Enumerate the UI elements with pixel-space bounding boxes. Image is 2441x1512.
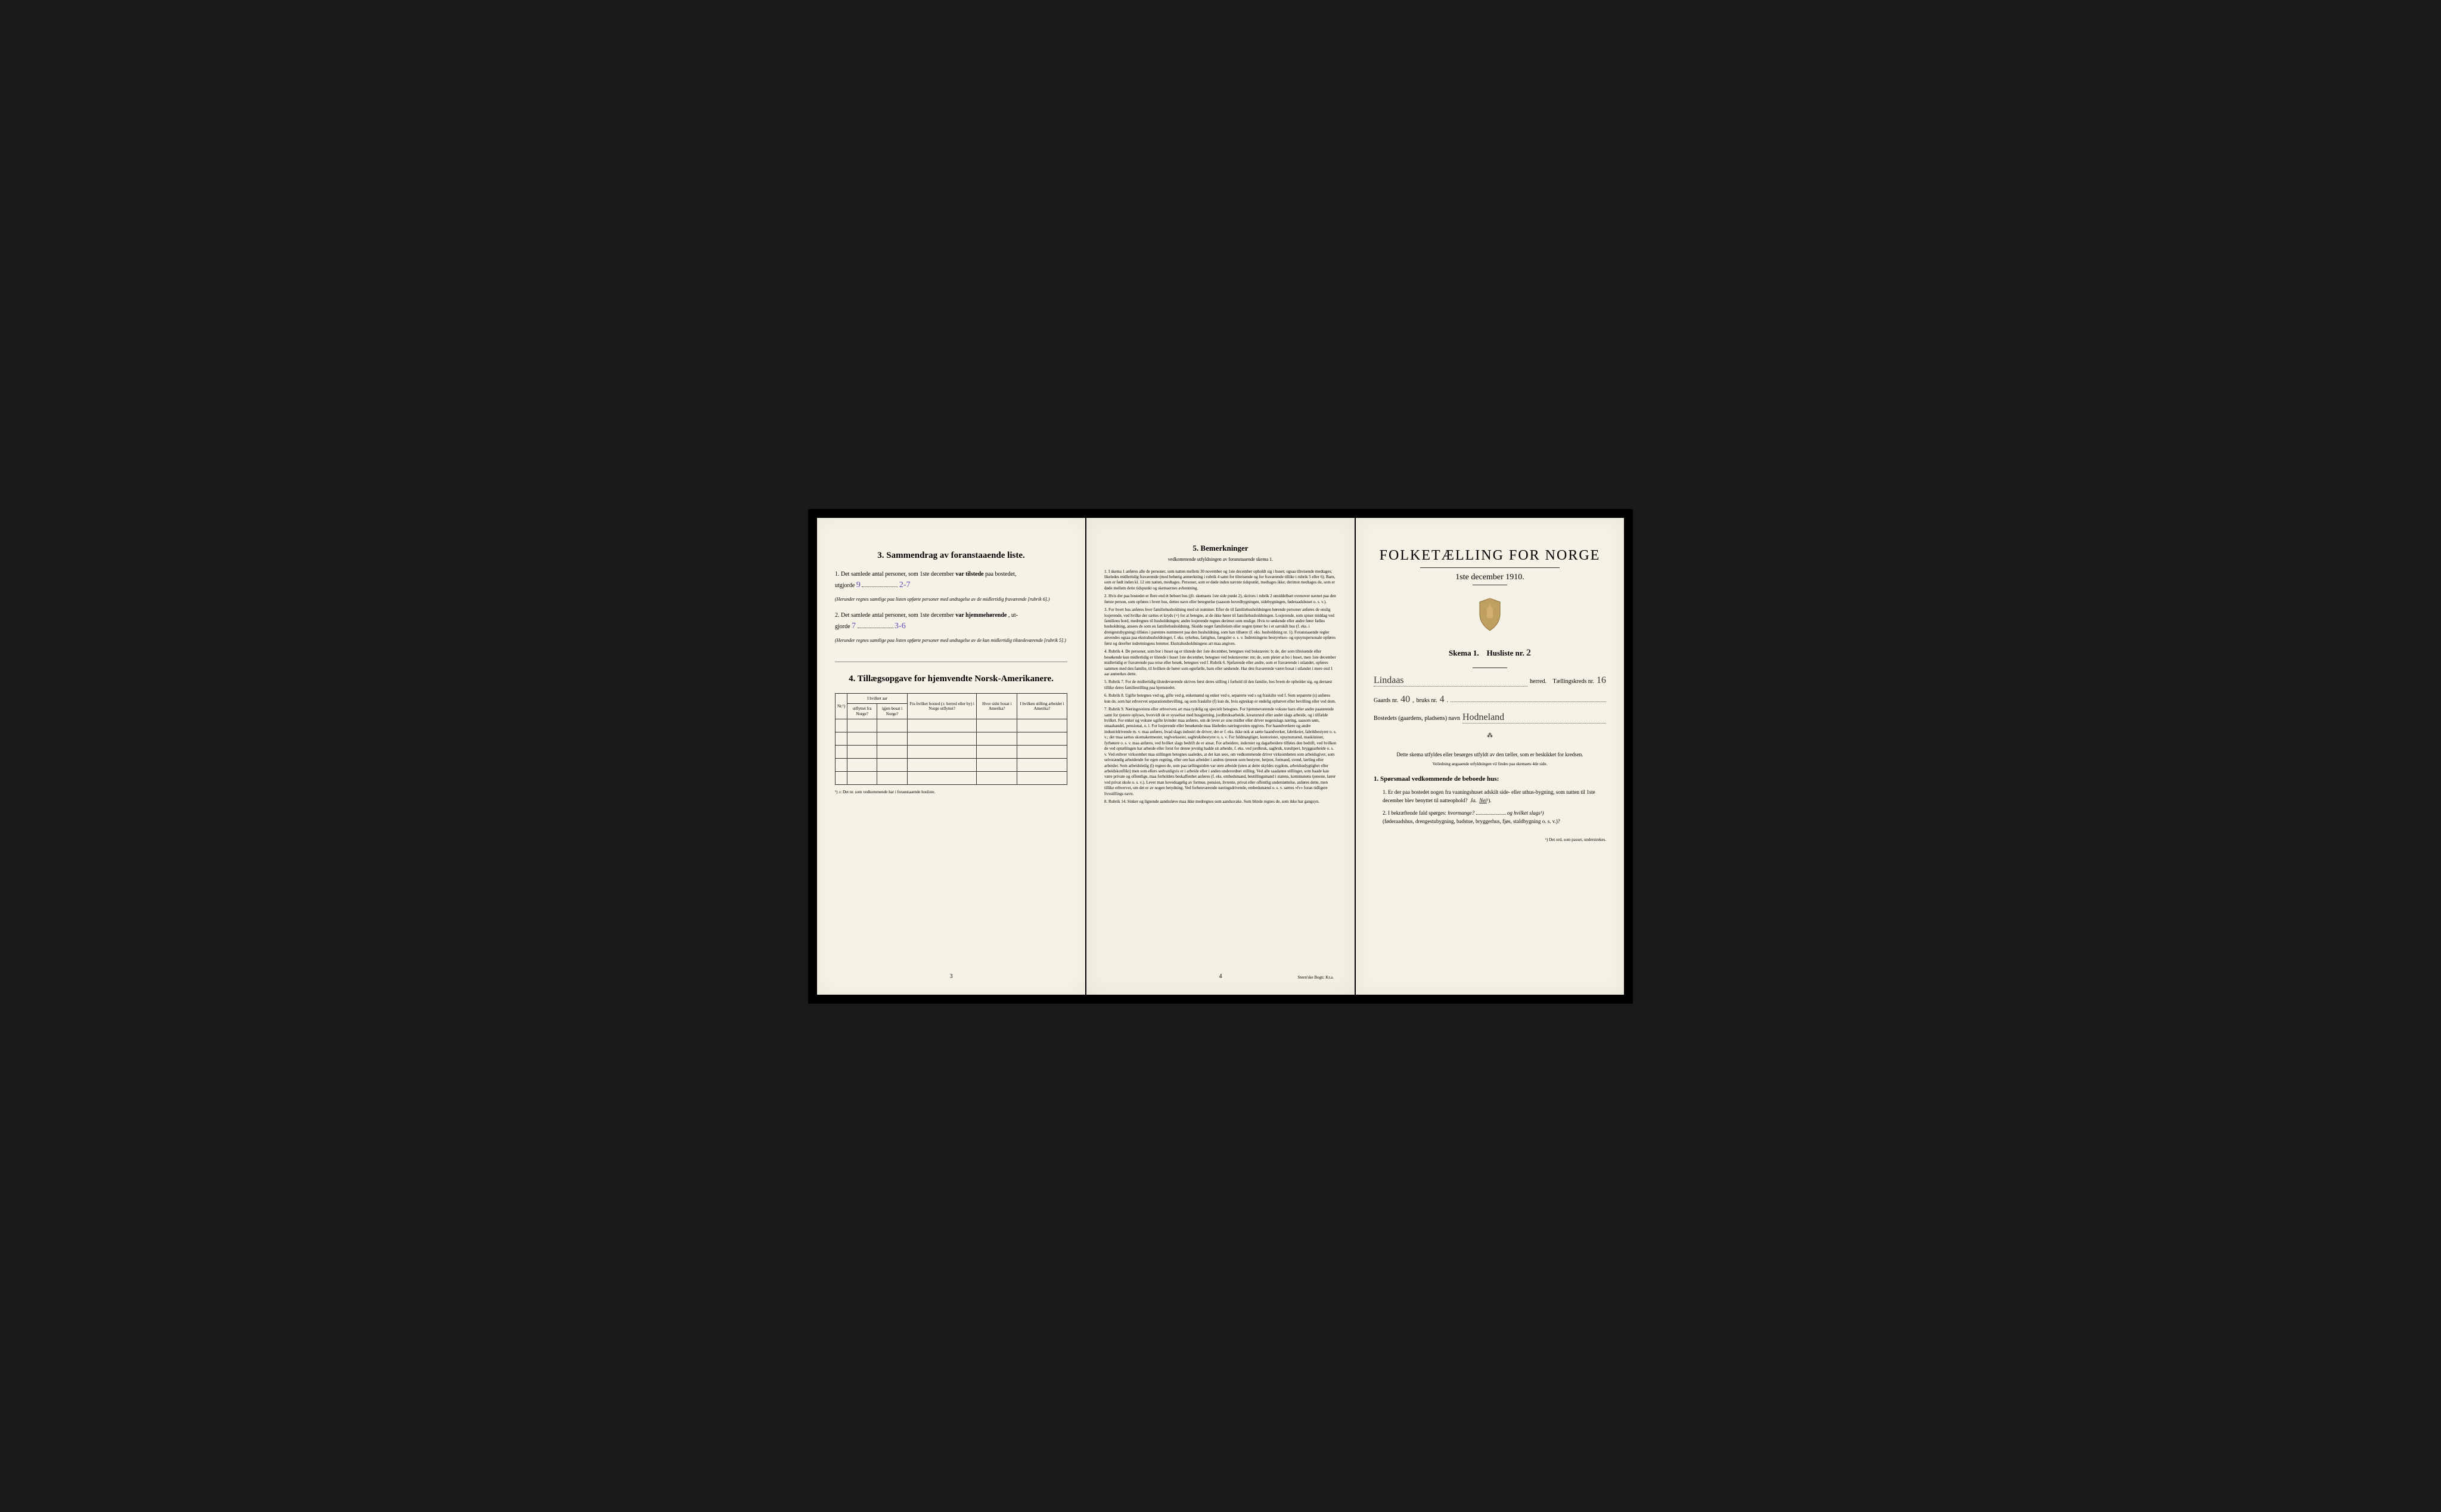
skema-line: Skema 1. Husliste nr. 2 xyxy=(1374,648,1606,659)
main-title: FOLKETÆLLING FOR NORGE xyxy=(1374,548,1606,564)
th-bosted: Fra hvilket bosted (ɔ: herred eller by) … xyxy=(907,693,976,719)
ornament-divider: ⁂ xyxy=(1374,732,1606,739)
page-cover: FOLKETÆLLING FOR NORGE 1ste december 191… xyxy=(1356,518,1624,995)
table-row xyxy=(836,732,1067,746)
page-4: 5. Bemerkninger vedkommende utfyldningen… xyxy=(1086,518,1355,995)
table-row xyxy=(836,759,1067,772)
item-1: 1. Det samlede antal personer, som 1ste … xyxy=(835,570,1067,591)
printer-mark: Steen'ske Bogtr. Kr.a. xyxy=(1297,975,1334,980)
th-bosat: igjen bosat i Norge? xyxy=(877,704,908,719)
section-4-title: 4. Tillægsopgave for hjemvendte Norsk-Am… xyxy=(835,674,1067,684)
remark-5: 5. Rubrik 7. For de midlertidig tilstede… xyxy=(1104,679,1337,691)
nei-underlined: Nei xyxy=(1479,797,1487,803)
handwritten-value-1b: 2-7 xyxy=(899,580,911,589)
th-nr: Nr.¹) xyxy=(836,693,847,719)
table-row xyxy=(836,772,1067,785)
instruction-text: Dette skema utfyldes eller besørges utfy… xyxy=(1374,751,1606,759)
handwritten-value-2b: 3-6 xyxy=(895,622,906,631)
gaards-line: Gaards nr. 40 , bruks nr. 4 . xyxy=(1374,694,1606,705)
question-2: 2. I bekræftende fald spørges: hvormange… xyxy=(1383,809,1606,825)
item-2: 2. Det samlede antal personer, som 1ste … xyxy=(835,611,1067,632)
document-container: 3. Sammendrag av foranstaaende liste. 1.… xyxy=(808,509,1633,1004)
th-utflyttet: utflyttet fra Norge? xyxy=(847,704,877,719)
bosted-value: Hodneland xyxy=(1462,712,1504,722)
item-1-note: (Herunder regnes samtlige paa listen opf… xyxy=(835,596,1067,603)
table-row xyxy=(836,719,1067,732)
section-5-title: 5. Bemerkninger xyxy=(1104,544,1337,553)
page-3: 3. Sammendrag av foranstaaende liste. 1.… xyxy=(817,518,1085,995)
husliste-nr: 2 xyxy=(1526,648,1531,658)
bruks-value: 4 xyxy=(1440,694,1445,705)
handwritten-value-2a: 7 xyxy=(852,622,856,631)
handwritten-value-1a: 9 xyxy=(856,580,861,589)
remark-2: 2. Hvis der paa bostedet er flere end ét… xyxy=(1104,594,1337,605)
remark-6: 6. Rubrik 8. Ugifte betegnes ved ug, gif… xyxy=(1104,693,1337,704)
remark-1: 1. I skema 1 anføres alle de personer, s… xyxy=(1104,569,1337,592)
question-header: 1. Spørsmaal vedkommende de beboede hus: xyxy=(1374,775,1606,783)
th-stilling: I hvilken stilling arbeidet i Amerika? xyxy=(1017,693,1067,719)
herred-line: Lindaas herred. Tællingskreds nr. 16 xyxy=(1374,675,1606,687)
instruction-small: Veiledning angaaende utfyldningen vil fi… xyxy=(1374,762,1606,766)
remark-7: 7. Rubrik 9. Næringsveiens eller erhverv… xyxy=(1104,707,1337,797)
item-2-note: (Herunder regnes samtlige paa listen opf… xyxy=(835,637,1067,644)
kreds-value: 16 xyxy=(1597,675,1606,686)
coat-of-arms-icon xyxy=(1475,597,1505,633)
remark-4: 4. Rubrik 4. De personer, som bor i huse… xyxy=(1104,649,1337,677)
bosted-line: Bostedets (gaardens, pladsens) navn Hodn… xyxy=(1374,712,1606,724)
th-amerika: Hvor sidst bosat i Amerika? xyxy=(977,693,1017,719)
page-number-3: 3 xyxy=(950,973,953,980)
table-footnote: ¹) ɔ: Det nr. som vedkommende har i fora… xyxy=(835,790,1067,794)
section-5-subtitle: vedkommende utfyldningen av foranstaaend… xyxy=(1104,557,1337,562)
amerika-table: Nr.¹) I hvilket aar Fra hvilket bosted (… xyxy=(835,693,1067,785)
section-3-title: 3. Sammendrag av foranstaaende liste. xyxy=(835,551,1067,561)
gaards-value: 40 xyxy=(1400,694,1410,705)
date-line: 1ste december 1910. xyxy=(1374,573,1606,582)
remark-3: 3. For hvert hus anføres hver familiehus… xyxy=(1104,607,1337,647)
herred-value: Lindaas xyxy=(1374,675,1404,685)
remark-8: 8. Rubrik 14. Sinker og lignende aandssl… xyxy=(1104,799,1337,805)
right-footnote: ¹) Det ord, som passer, understrekes. xyxy=(1374,837,1606,842)
table-row xyxy=(836,746,1067,759)
question-1: 1. Er der paa bostedet nogen fra vaaning… xyxy=(1383,788,1606,805)
th-aar: I hvilket aar xyxy=(847,693,908,703)
page-number-4: 4 xyxy=(1219,973,1222,980)
